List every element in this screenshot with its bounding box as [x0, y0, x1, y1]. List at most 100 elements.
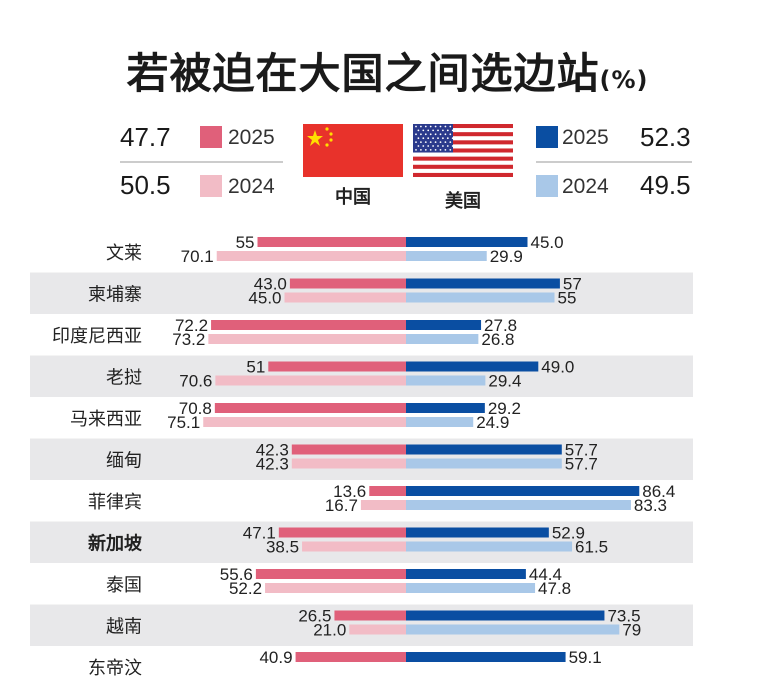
flag-star — [429, 141, 432, 143]
bar-china-2025 — [369, 486, 406, 496]
bar-china-2025 — [257, 237, 406, 247]
flag-star — [427, 137, 430, 140]
flag-star — [434, 141, 437, 143]
bar-chart: 文莱 55 45.0 70.1 29.9 柬埔寨 43.0 57 45.0 55 印度尼西亚 72.2… — [30, 233, 693, 678]
bar-china-2025 — [291, 444, 406, 455]
bar-usa-2025 — [406, 403, 485, 413]
flag-star — [437, 137, 439, 140]
value-label-usa: 73.5 — [607, 607, 640, 626]
category-label: 菲律宾 — [88, 492, 142, 512]
title-text: 若被迫在大国之间选边站 — [126, 49, 600, 98]
bar-china-2024 — [215, 375, 406, 386]
bar-usa-2025 — [406, 320, 482, 330]
bar-china-2025 — [278, 527, 406, 538]
bar-china-2025 — [295, 652, 406, 662]
category-label: 马来西亚 — [70, 409, 142, 429]
category-label: 文莱 — [106, 243, 142, 263]
flag-stripe — [413, 124, 513, 129]
flag-star — [444, 149, 447, 151]
flag-star — [424, 149, 427, 151]
category-label: 东帝汶 — [88, 658, 142, 678]
china-flag-icon — [303, 124, 403, 177]
flag-star — [437, 145, 439, 147]
flag-star — [424, 141, 427, 143]
bar-usa-2025 — [406, 361, 539, 372]
value-label-china: 52.2 — [229, 579, 262, 598]
flag-star — [451, 137, 454, 140]
bar-usa-2025 — [406, 569, 526, 579]
value-label-china: 55 — [236, 233, 255, 252]
category-label: 印度尼西亚 — [52, 326, 142, 346]
flag-star — [415, 149, 417, 151]
china-total-2024: 50.5 — [120, 170, 171, 200]
bar-usa-2025 — [406, 610, 605, 621]
flag-stripe — [413, 168, 513, 174]
value-label-china: 21.0 — [313, 621, 346, 640]
value-label-china: 42.3 — [256, 441, 289, 460]
flag-star — [449, 149, 452, 151]
usa-flag-icon — [413, 124, 513, 177]
flag-stripe — [413, 172, 513, 177]
value-label-china: 55.6 — [220, 565, 253, 584]
flag-star — [444, 141, 447, 143]
value-label-china: 40.9 — [259, 648, 292, 667]
bar-usa-2025 — [406, 444, 562, 455]
flag-star — [449, 133, 452, 136]
bar-china-2025 — [255, 569, 406, 579]
bar-china-2024 — [216, 251, 406, 261]
value-label-usa: 79 — [622, 621, 641, 640]
divider — [536, 161, 692, 163]
flag-stripe — [413, 128, 513, 133]
bar-china-2024 — [360, 500, 406, 510]
flag-star — [442, 145, 444, 147]
flag-stripe — [413, 164, 513, 170]
china-total-2025: 47.7 — [120, 122, 171, 152]
flag-star — [439, 133, 442, 136]
flag-star — [429, 133, 432, 136]
value-label-usa: 49.0 — [541, 358, 574, 377]
flag-star — [444, 133, 447, 136]
china-label: 中国 — [335, 187, 371, 208]
value-label-china: 38.5 — [266, 538, 299, 557]
bar-usa-2024 — [406, 375, 486, 386]
flag-star — [422, 145, 425, 147]
value-label-usa: 57.7 — [565, 455, 598, 474]
flag-star — [422, 129, 425, 132]
value-label-usa: 57 — [563, 275, 582, 294]
flag-stripe — [413, 160, 513, 165]
flag-star — [417, 137, 420, 140]
flag-star — [420, 141, 422, 143]
bar-usa-2025 — [406, 527, 549, 538]
category-label: 老挝 — [106, 367, 142, 387]
bar-usa-2024 — [406, 251, 487, 261]
bar-china-2024 — [208, 334, 406, 344]
bar-usa-2024 — [406, 583, 536, 593]
value-label-usa: 29.9 — [490, 247, 523, 266]
value-label-china: 70.1 — [181, 247, 214, 266]
legend-swatch-china-2024 — [200, 175, 222, 197]
bar-china-2025 — [211, 320, 406, 330]
divider — [120, 161, 283, 163]
usa-total-2024: 49.5 — [640, 170, 691, 200]
bar-usa-2024 — [406, 417, 474, 427]
bar-usa-2024 — [406, 541, 573, 552]
flag-stripe — [413, 140, 513, 145]
flag-star — [437, 129, 439, 132]
value-label-usa: 26.8 — [481, 330, 514, 349]
value-label-china: 13.6 — [333, 482, 366, 501]
category-label: 泰国 — [106, 575, 142, 595]
value-label-china: 45.0 — [248, 289, 281, 308]
flag-star — [432, 137, 434, 140]
value-label-usa: 47.8 — [538, 579, 571, 598]
flag-star — [422, 137, 425, 140]
legend-swatch-usa-2025 — [536, 126, 558, 148]
value-label-china: 42.3 — [256, 455, 289, 474]
flag-stripe — [413, 148, 513, 153]
bar-china-2025 — [289, 278, 406, 289]
value-label-china: 75.1 — [167, 413, 200, 432]
value-label-china: 70.8 — [179, 399, 212, 418]
value-label-usa: 44.4 — [529, 565, 562, 584]
value-label-china: 16.7 — [325, 496, 358, 515]
value-label-usa: 59.1 — [569, 648, 602, 667]
flag-stripe — [413, 156, 513, 161]
